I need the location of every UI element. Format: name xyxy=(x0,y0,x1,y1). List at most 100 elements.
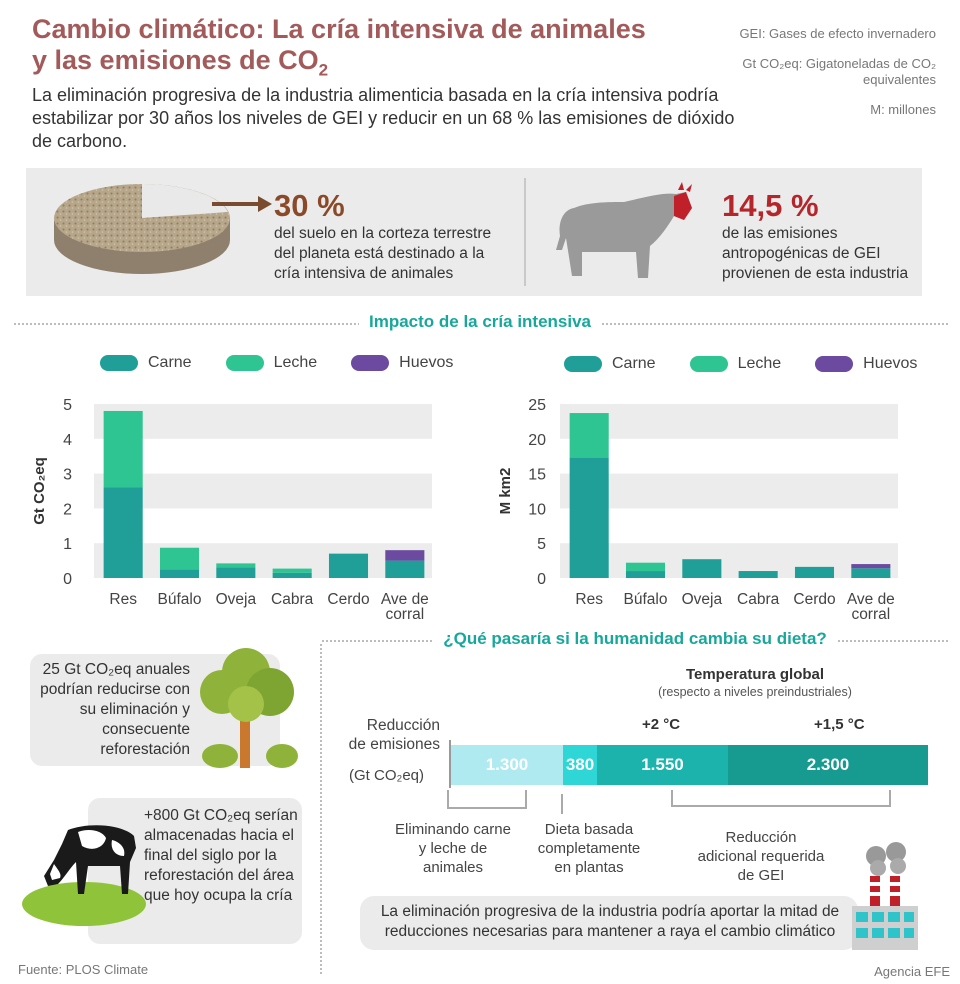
legend-eggs: Huevos xyxy=(351,354,453,372)
source-text: Fuente: PLOS Climate xyxy=(18,962,149,977)
cow-icon xyxy=(556,182,692,278)
y-tick-label: 0 xyxy=(537,571,546,588)
y-tick-label: 2 xyxy=(63,501,72,518)
y-tick-label: 5 xyxy=(537,536,546,553)
legend-left: Carne Leche Huevos xyxy=(100,354,453,372)
soil-percentage: 30 % xyxy=(274,188,345,223)
gei-fact-text: de las emisiones antropogénicas de GEI p… xyxy=(722,225,909,282)
legend-milk: Leche xyxy=(225,354,317,372)
bar-leche-1 xyxy=(159,547,200,570)
title-line-1: Cambio climático: La cría intensiva de a… xyxy=(32,14,646,44)
soil-fact-text: del suelo en la corteza terrestre del pl… xyxy=(274,225,492,282)
category-label: Res xyxy=(575,591,603,608)
grid-band xyxy=(94,543,432,578)
y-tick-label: 10 xyxy=(528,501,546,518)
section-1-title-wrap: Impacto de la cría intensiva xyxy=(0,312,960,332)
reduction-baseline xyxy=(449,740,451,788)
category-label: Ave de corral xyxy=(381,591,429,623)
soil-disc-icon xyxy=(54,184,272,274)
category-label: Res xyxy=(109,591,137,608)
tree-icon xyxy=(200,648,298,768)
bar-leche-1 xyxy=(625,562,666,572)
category-label: Oveja xyxy=(216,591,257,608)
stored-text: +800 Gt CO₂eq serían almacenadas hacia e… xyxy=(144,807,298,904)
chart-land-use: 0 5 10 15 20 25 M km2 Res Búfalo Oveja Cabra Cerdo A… xyxy=(497,397,898,623)
category-label: Oveja xyxy=(682,591,723,608)
bar-carne-2 xyxy=(216,567,256,578)
swatch-eggs xyxy=(815,356,854,372)
bar-carne-5 xyxy=(851,568,891,578)
reduction-segment-2: 1.550 xyxy=(597,745,728,785)
section-2-title-wrap: ¿Qué pasaría si la humanidad cambia su d… xyxy=(322,629,948,649)
grid-band xyxy=(560,404,898,439)
category-label: Cabra xyxy=(271,591,314,608)
y-tick-label: 20 xyxy=(528,432,546,449)
temperature-subtitle: (respecto a niveles preindustriales) xyxy=(658,685,852,699)
bar-carne-3 xyxy=(738,571,778,578)
legend-right: Carne Leche Huevos xyxy=(564,355,917,373)
reduction-segment-1: 380 xyxy=(563,745,597,785)
grazing-cow-icon xyxy=(22,825,146,926)
temp-15c: +1,5 °C xyxy=(814,716,865,733)
grid-band xyxy=(94,473,432,509)
temperature-title: Temperatura global xyxy=(685,666,825,683)
grid-band xyxy=(560,473,898,509)
legend-meat: Carne xyxy=(100,354,192,372)
bar-carne-1 xyxy=(625,571,666,578)
temperature-heading: Temperatura global (respecto a niveles p… xyxy=(650,666,860,699)
legend-eggs: Huevos xyxy=(815,355,917,373)
reduction-bar: 1.300 380 1.550 2.300 xyxy=(451,745,928,785)
category-label: Búfalo xyxy=(158,591,202,608)
y-tick-label: 15 xyxy=(528,467,546,484)
bottom-divider xyxy=(320,644,322,974)
category-label: Cabra xyxy=(737,591,780,608)
category-label: Búfalo xyxy=(624,591,668,608)
reduction-unit: (Gt CO₂eq) xyxy=(349,767,424,784)
grid-band xyxy=(560,543,898,578)
section-2-title: ¿Qué pasaría si la humanidad cambia su d… xyxy=(433,629,837,648)
title-line-2: y las emisiones de CO2 xyxy=(32,45,329,80)
swatch-meat xyxy=(100,355,138,371)
y-tick-label: 3 xyxy=(63,467,72,484)
bar-carne-5 xyxy=(385,560,425,578)
category-label: Ave de corral xyxy=(847,591,895,623)
swatch-meat xyxy=(564,356,602,372)
y-tick-label: 5 xyxy=(63,397,72,414)
reforest-text: 25 Gt CO₂eq anuales podrían reducirse co… xyxy=(40,661,190,758)
bar-carne-3 xyxy=(272,572,312,578)
bar-carne-4 xyxy=(328,553,369,578)
gei-percentage: 14,5 % xyxy=(722,188,819,223)
bar-carne-2 xyxy=(682,559,722,578)
page-subtitle: La eliminación progresiva de la industri… xyxy=(32,85,735,151)
bar-huevos-5 xyxy=(385,550,425,561)
caption-additional: Reducción adicional requerida de GEI xyxy=(697,829,825,884)
temp-2c: +2 °C xyxy=(642,716,681,733)
swatch-eggs xyxy=(351,355,390,371)
chart-emissions: 0 1 2 3 4 5 Gt CO₂eq Res Búfalo Oveja Cabra Cerdo Av… xyxy=(31,397,432,623)
reduction-segment-3: 2.300 xyxy=(728,745,928,785)
caption-diet: Dieta basada completamente en plantas xyxy=(537,821,641,876)
bar-leche-2 xyxy=(216,563,256,568)
bar-carne-1 xyxy=(159,569,200,578)
conclusion-text: La eliminación progresiva de la industri… xyxy=(380,903,840,940)
y-tick-label: 4 xyxy=(63,432,72,449)
glossary-notes: GEI: Gases de efecto invernadero Gt CO₂e… xyxy=(716,26,936,132)
y-axis-label: Gt CO₂eq xyxy=(31,457,48,525)
category-label: Cerdo xyxy=(327,591,369,608)
grid-band xyxy=(94,404,432,439)
note-m: M: millones xyxy=(870,102,936,117)
bar-leche-0 xyxy=(569,413,609,458)
y-axis-label: M km2 xyxy=(497,468,514,515)
reduction-segment-0: 1.300 xyxy=(451,745,563,785)
legend-meat: Carne xyxy=(564,355,656,373)
reduction-label: Reducción de emisiones xyxy=(348,717,440,753)
bar-brackets xyxy=(447,790,891,814)
factory-icon xyxy=(852,842,918,950)
swatch-milk xyxy=(689,356,728,372)
swatch-milk xyxy=(225,355,264,371)
page-title: Cambio climático: La cría intensiva de a… xyxy=(32,14,732,85)
section-1-title: Impacto de la cría intensiva xyxy=(358,312,602,331)
bar-leche-0 xyxy=(103,410,143,488)
conclusion-box xyxy=(360,896,858,950)
bar-leche-3 xyxy=(272,568,312,573)
